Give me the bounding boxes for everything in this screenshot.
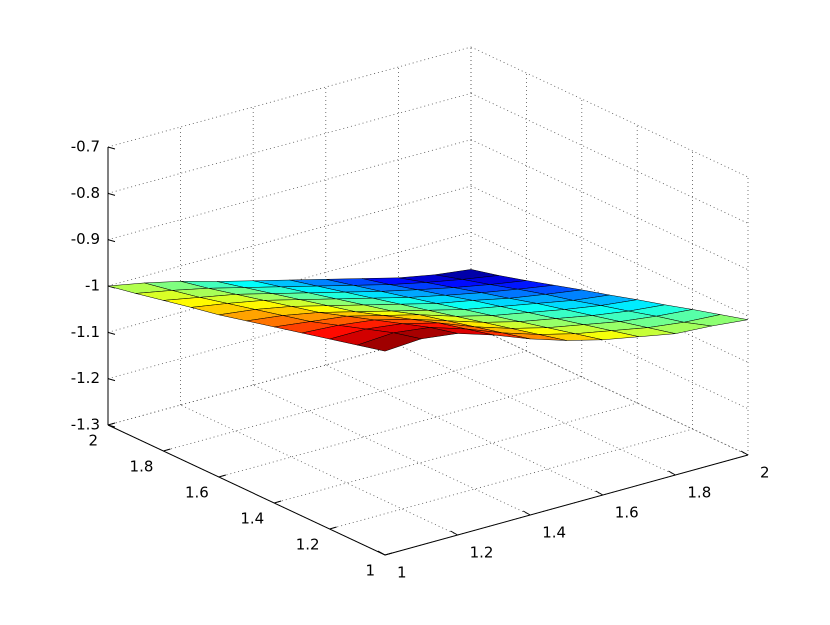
y-tick — [218, 474, 226, 478]
x-tick-label: 1.2 — [470, 544, 494, 562]
z-tick — [107, 424, 116, 428]
grid-line — [163, 350, 527, 452]
grid-line — [107, 92, 472, 194]
grid-line — [274, 402, 638, 504]
y-tick-label: 1 — [365, 562, 375, 580]
x-tick — [522, 510, 531, 516]
y-tick-label: 1.8 — [130, 458, 154, 476]
x-tick-label: 2 — [760, 464, 770, 482]
x-tick — [450, 530, 458, 536]
y-tick-label: 1.4 — [240, 510, 264, 528]
grid-line — [470, 46, 749, 178]
grid-line — [398, 344, 676, 476]
y-tick-label: 1.6 — [185, 484, 209, 502]
z-tick — [107, 146, 116, 150]
grid-line — [107, 139, 472, 241]
z-tick-label: -1 — [85, 277, 100, 295]
grid-line — [107, 185, 472, 287]
x-tick — [668, 470, 676, 476]
z-tick — [107, 192, 116, 196]
y-axis — [107, 424, 386, 556]
y-tick — [274, 500, 282, 504]
z-tick — [107, 378, 116, 382]
x-tick — [740, 450, 749, 456]
grid-line — [107, 46, 472, 148]
y-tick — [384, 552, 393, 556]
grid-line — [329, 428, 693, 530]
x-axis — [384, 454, 749, 556]
grid-line — [107, 324, 472, 426]
grid-line — [470, 278, 749, 410]
x-tick-label: 1 — [397, 564, 407, 582]
z-tick-label: -0.9 — [71, 230, 100, 248]
z-tick — [107, 239, 116, 243]
z-tick-label: -1.1 — [71, 323, 100, 341]
y-tick — [107, 422, 116, 426]
grid-line — [470, 324, 749, 456]
grid-line — [218, 376, 582, 478]
surface-patch — [356, 332, 423, 352]
x-tick — [595, 490, 604, 496]
y-tick — [329, 526, 337, 530]
grid-line — [470, 185, 749, 317]
x-tick-label: 1.8 — [687, 484, 711, 502]
z-tick-label: -1.3 — [71, 416, 100, 434]
z-tick — [107, 331, 116, 335]
grid-line — [253, 384, 531, 516]
y-tick-label: 1.2 — [296, 536, 320, 554]
y-tick — [163, 448, 171, 452]
x-tick-label: 1.4 — [542, 524, 566, 542]
z-tick-label: -0.8 — [71, 184, 100, 202]
y-tick-label: 2 — [88, 432, 98, 450]
grid-line — [470, 139, 749, 271]
grid-line — [470, 92, 749, 224]
grid-line — [180, 404, 458, 536]
surface — [107, 269, 749, 352]
z-tick-label: -1.2 — [71, 369, 100, 387]
grid-line — [325, 364, 603, 496]
z-tick-label: -0.7 — [71, 138, 100, 156]
x-tick-label: 1.6 — [615, 504, 639, 522]
x-tick — [377, 550, 386, 556]
